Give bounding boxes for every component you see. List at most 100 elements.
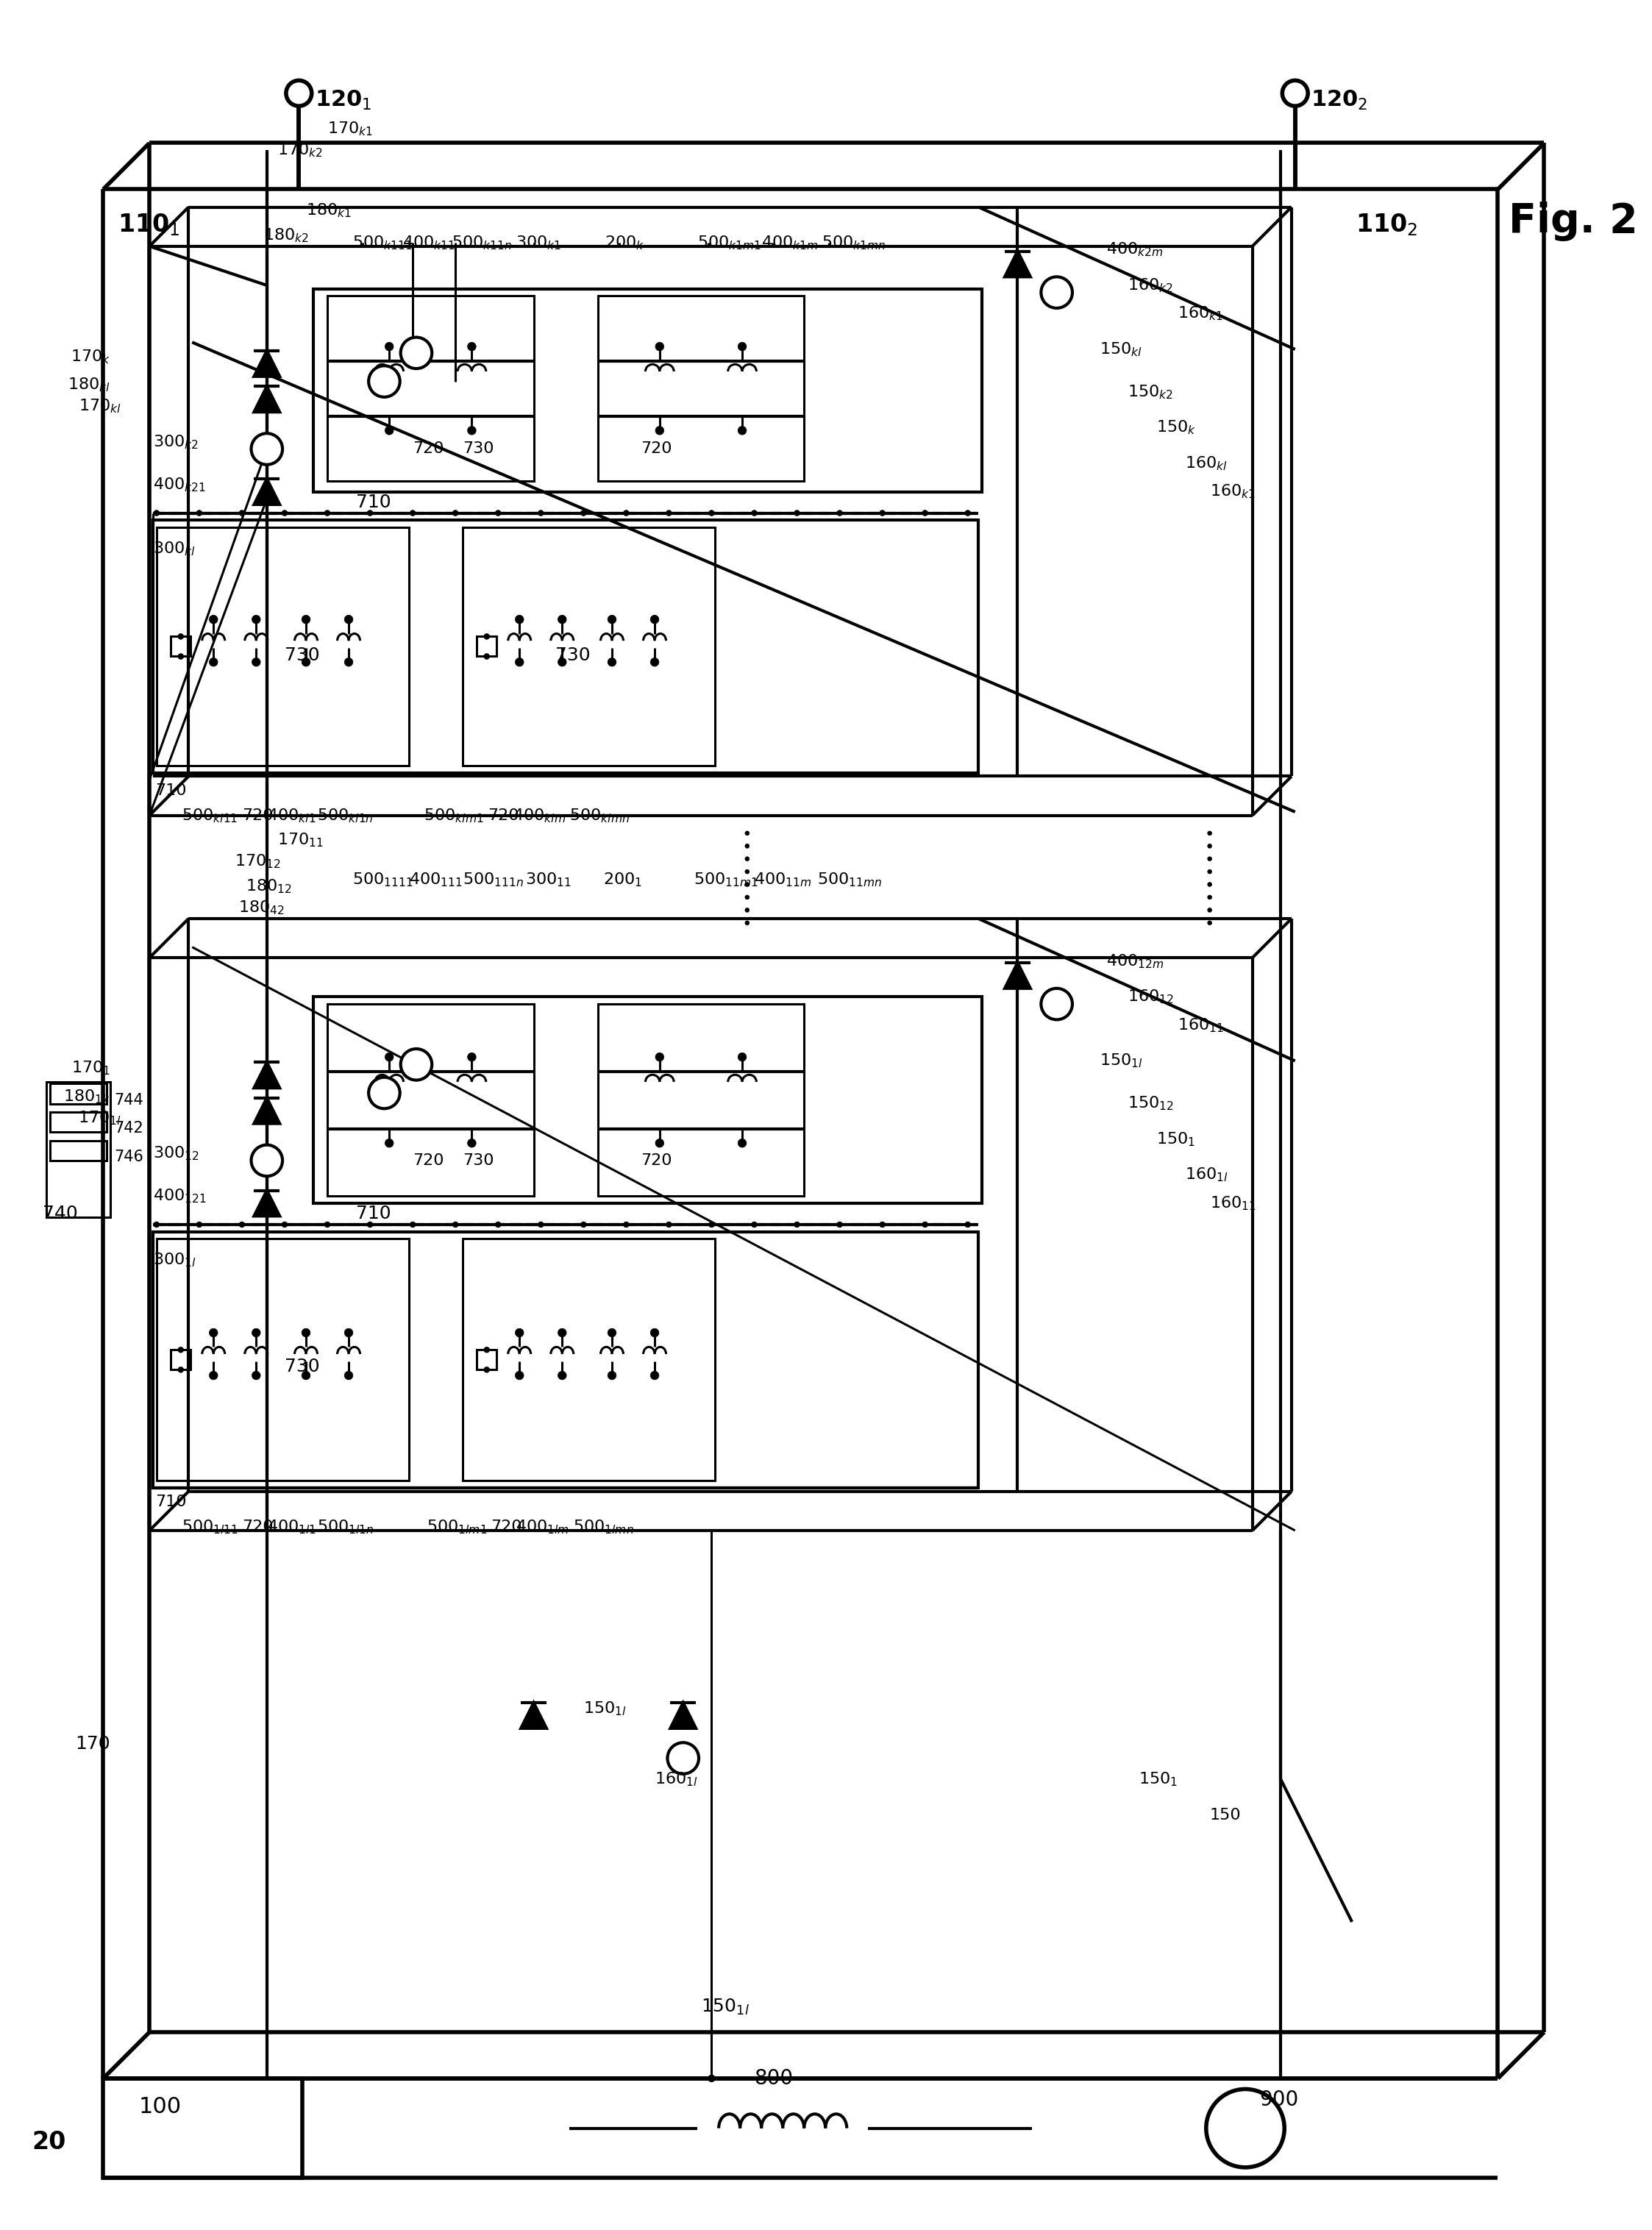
- Text: 200$_1$: 200$_1$: [603, 870, 643, 888]
- Circle shape: [515, 658, 524, 667]
- Text: 120$_2$: 120$_2$: [1310, 89, 1368, 112]
- Text: 400$_{k1m}$: 400$_{k1m}$: [762, 234, 818, 252]
- Text: 300$_{12}$: 300$_{12}$: [154, 1144, 200, 1162]
- Circle shape: [738, 426, 747, 435]
- Text: 500$_{111n}$: 500$_{111n}$: [463, 870, 524, 888]
- Circle shape: [558, 1371, 567, 1380]
- Text: 500$_{klmn}$: 500$_{klmn}$: [570, 807, 629, 825]
- Text: 160$_{11}$: 160$_{11}$: [1178, 1017, 1224, 1035]
- Text: 170$_{12}$: 170$_{12}$: [235, 854, 281, 870]
- Circle shape: [367, 511, 373, 515]
- Bar: [170, 1349, 190, 1369]
- Text: 500$_{klm1}$: 500$_{klm1}$: [423, 807, 484, 825]
- Circle shape: [496, 1222, 501, 1226]
- Text: 170$_{k1}$: 170$_{k1}$: [327, 120, 373, 138]
- Text: 160$_{k2}$: 160$_{k2}$: [1128, 277, 1173, 294]
- Text: 746: 746: [114, 1151, 144, 1164]
- Bar: [154, 520, 978, 774]
- Circle shape: [666, 1222, 672, 1226]
- Circle shape: [178, 653, 183, 660]
- Circle shape: [745, 870, 750, 874]
- Circle shape: [210, 1371, 218, 1380]
- Text: 400$_{klm}$: 400$_{klm}$: [512, 807, 565, 825]
- Circle shape: [1208, 843, 1213, 847]
- Circle shape: [580, 511, 586, 515]
- Polygon shape: [254, 386, 279, 413]
- Circle shape: [656, 341, 664, 350]
- Text: 180$_{42}$: 180$_{42}$: [238, 899, 284, 917]
- Text: 110$_2$: 110$_2$: [1356, 212, 1417, 239]
- Text: 730: 730: [463, 442, 494, 457]
- Bar: [477, 1349, 497, 1369]
- Text: 300$_{k2}$: 300$_{k2}$: [154, 433, 198, 450]
- Bar: [598, 297, 805, 482]
- Circle shape: [240, 1222, 244, 1226]
- Bar: [46, 1082, 111, 1218]
- Text: 180$_{12}$: 180$_{12}$: [246, 879, 292, 894]
- Text: 160$_{k1}$: 160$_{k1}$: [1209, 484, 1256, 500]
- Circle shape: [251, 615, 261, 624]
- Circle shape: [752, 511, 757, 515]
- Circle shape: [1206, 2090, 1284, 2168]
- Text: 170$_1$: 170$_1$: [71, 1059, 111, 1077]
- Circle shape: [302, 658, 311, 667]
- Text: 400$_{k21}$: 400$_{k21}$: [154, 475, 206, 493]
- Text: 150$_k$: 150$_k$: [1156, 419, 1196, 437]
- Text: 500$_{1l1n}$: 500$_{1l1n}$: [317, 1519, 373, 1536]
- Text: 500$_{k11n}$: 500$_{k11n}$: [453, 234, 512, 252]
- Circle shape: [515, 1371, 524, 1380]
- Text: 400$_{1lm}$: 400$_{1lm}$: [515, 1519, 570, 1536]
- Circle shape: [558, 615, 567, 624]
- Circle shape: [368, 366, 400, 397]
- Text: 150$_{1l}$: 150$_{1l}$: [700, 1998, 750, 2016]
- Circle shape: [484, 1367, 489, 1374]
- Circle shape: [1041, 988, 1072, 1019]
- Text: 150$_1$: 150$_1$: [1156, 1131, 1196, 1148]
- Circle shape: [752, 1222, 757, 1226]
- Text: 160$_{1l}$: 160$_{1l}$: [654, 1771, 697, 1788]
- Text: 742: 742: [114, 1122, 144, 1135]
- Circle shape: [344, 1329, 354, 1338]
- Circle shape: [240, 511, 244, 515]
- Text: 170$_{kl}$: 170$_{kl}$: [78, 397, 121, 415]
- Circle shape: [468, 426, 476, 435]
- Text: 400$_{11m}$: 400$_{11m}$: [755, 870, 813, 888]
- Circle shape: [251, 433, 282, 464]
- Text: 170$_{1l}$: 170$_{1l}$: [78, 1108, 121, 1126]
- Text: 150: 150: [1209, 1809, 1241, 1822]
- Circle shape: [656, 426, 664, 435]
- Circle shape: [656, 1053, 664, 1061]
- Circle shape: [1208, 894, 1213, 899]
- Circle shape: [795, 1222, 800, 1226]
- Text: 160$_{k1}$: 160$_{k1}$: [1178, 306, 1224, 323]
- Circle shape: [410, 511, 416, 515]
- Circle shape: [623, 511, 629, 515]
- Circle shape: [745, 856, 750, 861]
- Circle shape: [154, 511, 159, 515]
- Circle shape: [401, 337, 431, 368]
- Text: 160$_{11}$: 160$_{11}$: [1209, 1195, 1256, 1211]
- Text: 400$_{1l1}$: 400$_{1l1}$: [268, 1519, 316, 1536]
- Circle shape: [302, 1329, 311, 1338]
- Circle shape: [608, 658, 616, 667]
- Circle shape: [210, 658, 218, 667]
- Circle shape: [580, 1222, 586, 1226]
- Text: 170: 170: [76, 1735, 111, 1753]
- Circle shape: [324, 1222, 330, 1226]
- Text: 100: 100: [139, 2096, 182, 2118]
- Circle shape: [515, 615, 524, 624]
- Text: 720: 720: [487, 807, 519, 823]
- Text: 160$_{12}$: 160$_{12}$: [1128, 988, 1175, 1006]
- Circle shape: [745, 883, 750, 888]
- Circle shape: [745, 843, 750, 847]
- Circle shape: [656, 1140, 664, 1148]
- Text: 150$_{1l}$: 150$_{1l}$: [583, 1699, 626, 1717]
- Text: 180$_{k1}$: 180$_{k1}$: [306, 203, 352, 219]
- Text: 500$_{1l11}$: 500$_{1l11}$: [182, 1519, 238, 1536]
- Polygon shape: [254, 479, 279, 504]
- Text: 120$_1$: 120$_1$: [314, 89, 372, 112]
- Text: 150$_{k2}$: 150$_{k2}$: [1128, 384, 1173, 401]
- Text: 20: 20: [31, 2130, 66, 2154]
- Circle shape: [922, 511, 928, 515]
- Circle shape: [453, 511, 458, 515]
